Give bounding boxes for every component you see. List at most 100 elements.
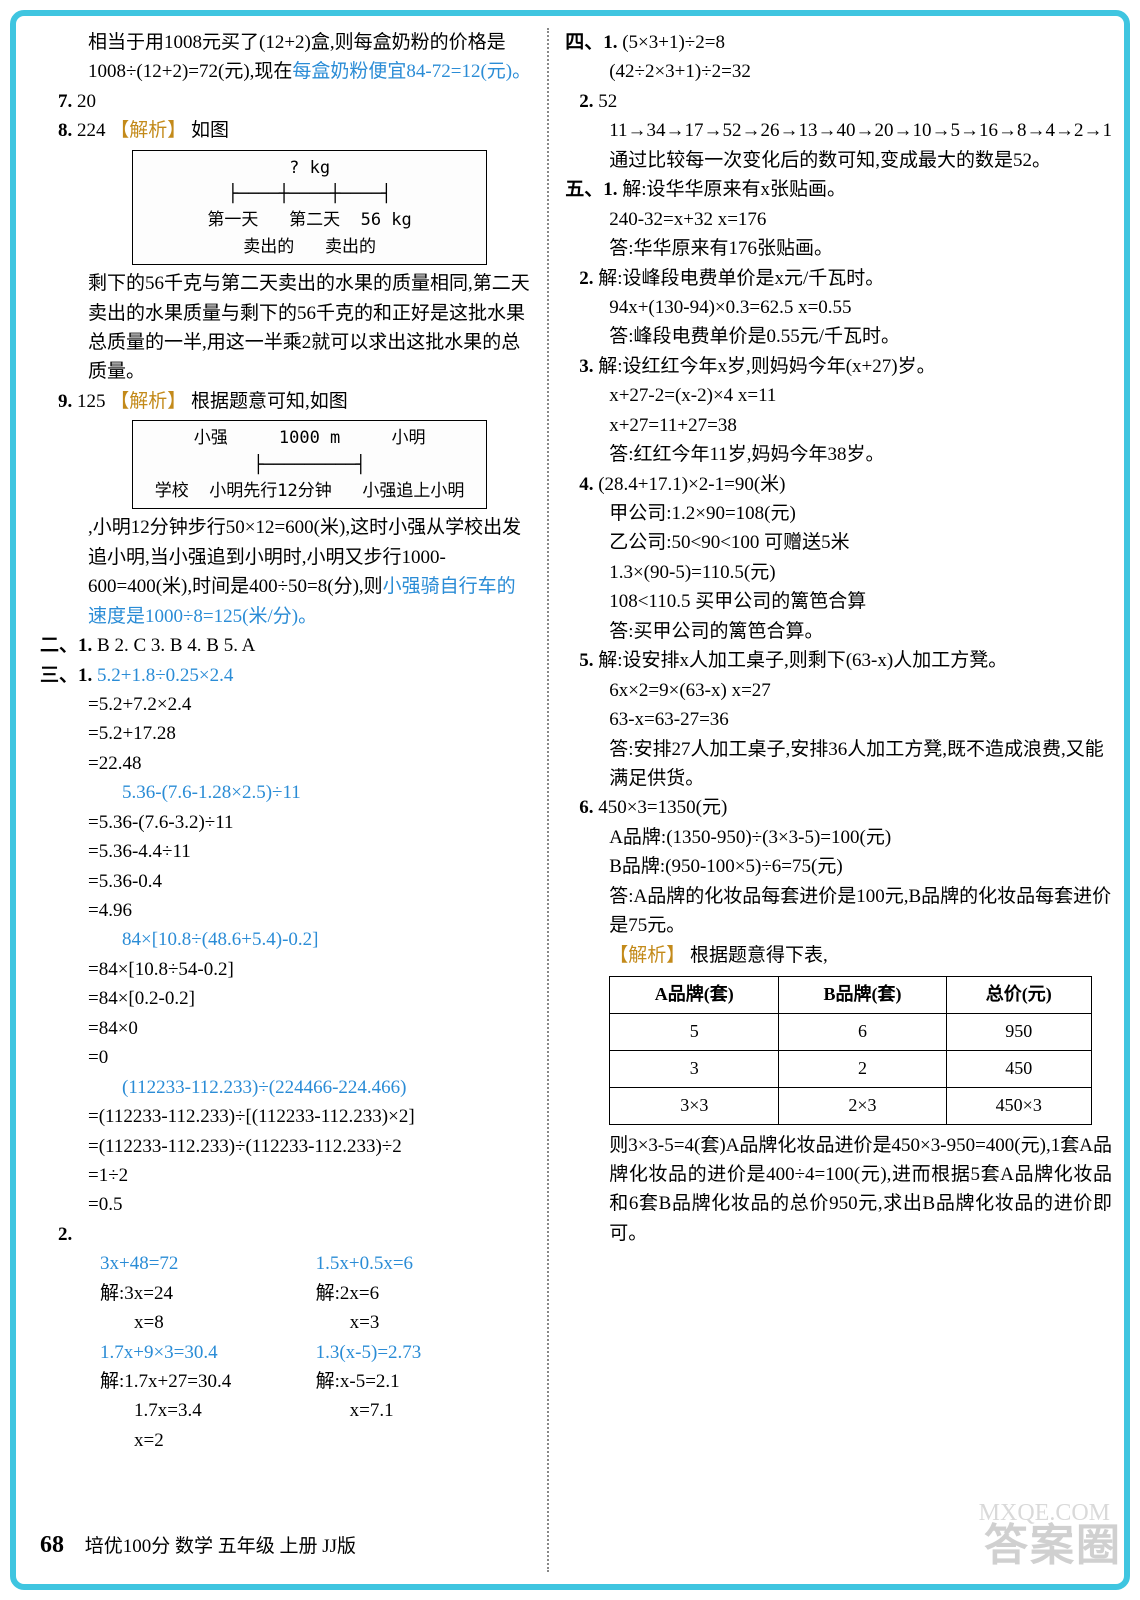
section-5: 五、1. 解:设华华原来有x张贴画。 [609,175,1112,204]
section-2: 二、1. B 2. C 3. B 4. B 5. A [88,631,531,660]
item-number: 8. [58,120,72,141]
table-cell: 6 [779,1013,946,1050]
expr: A品牌:(1350-950)÷(3×3-5)=100(元) [609,823,1112,852]
item-5-3: 3. 解:设红红今年x岁,则妈妈今年(x+27)岁。 [609,352,1112,381]
expr: (28.4+17.1)×2-1=90(米) [598,474,785,495]
item-number: 5. [579,650,593,671]
expr: x+27-2=(x-2)×4 x=11 [609,381,1112,410]
text: 根据题意可知,如图 [191,391,348,412]
expr: =0 [88,1043,531,1072]
expr: =1÷2 [88,1161,531,1190]
table-row: 5 6 950 [610,1013,1092,1050]
text: 则3×3-5=4(套)A品牌化妆品进价是450×3-950=400(元),1套A… [609,1131,1112,1249]
table-header: 总价(元) [946,977,1091,1014]
eq: x=7.1 [316,1396,532,1425]
expr: =5.2+17.28 [88,719,531,748]
section-number: 二、1. [40,635,92,656]
analysis: 【解析】 根据题意得下表, [609,941,1112,970]
expr: 5.2+1.8÷0.25×2.4 [97,665,233,686]
table-row: 3×3 2×3 450×3 [610,1087,1092,1124]
expr: 1.3×(90-5)=110.5(元) [609,558,1112,587]
section-number: 三、1. [40,665,92,686]
section-4: 四、1. (5×3+1)÷2=8 [609,28,1112,57]
eq: 解:1.7x+27=30.4 [100,1367,316,1396]
item-5-4: 4. (28.4+17.1)×2-1=90(米) [609,470,1112,499]
answer: 224 [77,120,106,141]
right-column: 四、1. (5×3+1)÷2=8 (42÷2×3+1)÷2=32 2. 52 1… [565,28,1112,1572]
eq: 1.3(x-5)=2.73 [316,1338,532,1367]
eq: x=2 [100,1426,316,1455]
expr: =84×0 [88,1014,531,1043]
page-footer: 68 培优100分 数学 五年级 上册 JJ版 [40,1527,1100,1564]
expr: (42÷2×3+1)÷2=32 [609,57,1112,86]
text: 答:红红今年11岁,妈妈今年38岁。 [609,440,1112,469]
table-row: 3 2 450 [610,1050,1092,1087]
expr: 5.36-(7.6-1.28×2.5)÷11 [88,778,531,807]
expr: =5.2+7.2×2.4 [88,690,531,719]
item-number: 7. [58,91,72,112]
expr: 108<110.5 买甲公司的篱笆合算 [609,587,1112,616]
highlight: 每盒奶粉便宜84-72=12(元)。 [292,61,531,82]
expr: 甲公司:1.2×90=108(元) [609,499,1112,528]
answer: 20 [77,91,96,112]
item-number: 3. [579,356,593,377]
text: 答:华华原来有176张贴画。 [609,234,1112,263]
table-header-row: A品牌(套) B品牌(套) 总价(元) [610,977,1092,1014]
expr: =84×[10.8÷54-0.2] [88,955,531,984]
expr: =84×[0.2-0.2] [88,984,531,1013]
diagram-8: ? kg ├────┼────┼────┤ 第一天 第二天 56 kg 卖出的 … [132,150,487,265]
column-divider [547,28,549,1572]
item-3-2: 2. 3x+48=72 解:3x=24 x=8 1.5x+0.5x=6 解:2x… [88,1220,531,1456]
item-7: 7. 20 [88,87,531,116]
expr: 84×[10.8÷(48.6+5.4)-0.2] [88,925,531,954]
item-8: 8. 224 【解析】 如图 [88,116,531,145]
answers: B 2. C 3. B 4. B 5. A [97,635,255,656]
item-number: 9. [58,391,72,412]
expr: 94x+(130-94)×0.3=62.5 x=0.55 [609,293,1112,322]
text: 解:设华华原来有x张贴画。 [622,179,846,200]
expr: =5.36-(7.6-3.2)÷11 [88,808,531,837]
price-table: A品牌(套) B品牌(套) 总价(元) 5 6 950 3 2 450 3×3 … [609,976,1092,1125]
eq: 3x+48=72 [100,1249,316,1278]
item-5-2: 2. 解:设峰段电费单价是x元/千瓦时。 [609,264,1112,293]
table-cell: 450×3 [946,1087,1091,1124]
expr: =5.36-4.4÷11 [88,837,531,866]
section-number: 五、1. [565,179,617,200]
eq: 1.5x+0.5x=6 [316,1249,532,1278]
text: 解:设安排x人加工桌子,则剩下(63-x)人加工方凳。 [598,650,1007,671]
text: 答:峰段电费单价是0.55元/千瓦时。 [609,322,1112,351]
expr: (5×3+1)÷2=8 [622,32,725,53]
item-4-2: 2. 52 [609,87,1112,116]
table-header: B品牌(套) [779,977,946,1014]
footer-text: 培优100分 数学 五年级 上册 JJ版 [85,1536,356,1557]
analysis-label: 【解析】 [110,120,186,141]
watermark-url: MXQE.COM [979,1495,1110,1532]
table-cell: 2 [779,1050,946,1087]
text: 11→34→17→52→26→13→40→20→10→5→16→8→4→2→1 [609,116,1112,145]
eq: 1.7x+9×3=30.4 [100,1338,316,1367]
eq: x=3 [316,1308,532,1337]
item-number: 2. [58,1224,72,1245]
eq: 解:3x=24 [100,1279,316,1308]
text: 解:设峰段电费单价是x元/千瓦时。 [598,268,884,289]
expr: B品牌:(950-100×5)÷6=75(元) [609,852,1112,881]
eq: 1.7x=3.4 [100,1396,316,1425]
analysis-label: 【解析】 [110,391,186,412]
section-number: 四、1. [565,32,617,53]
text: 答:A品牌的化妆品每套进价是100元,B品牌的化妆品每套进价是75元。 [609,882,1112,941]
item-number: 4. [579,474,593,495]
expr: x+27=11+27=38 [609,411,1112,440]
analysis-label: 【解析】 [609,945,685,966]
eq: 解:2x=6 [316,1279,532,1308]
item-number: 6. [579,797,593,818]
content-area: 相当于用1008元买了(12+2)盒,则每盒奶粉的价格是1008÷(12+2)=… [28,28,1112,1572]
text: 解:设红红今年x岁,则妈妈今年(x+27)岁。 [598,356,935,377]
item-number: 2. [579,268,593,289]
expr: =0.5 [88,1190,531,1219]
text: 通过比较每一次变化后的数可知,变成最大的数是52。 [609,146,1112,175]
page-number: 68 [40,1532,64,1558]
expr: =22.48 [88,749,531,778]
left-column: 相当于用1008元买了(12+2)盒,则每盒奶粉的价格是1008÷(12+2)=… [28,28,531,1572]
expr: 乙公司:50<90<100 可赠送5米 [609,528,1112,557]
table-cell: 3 [610,1050,779,1087]
